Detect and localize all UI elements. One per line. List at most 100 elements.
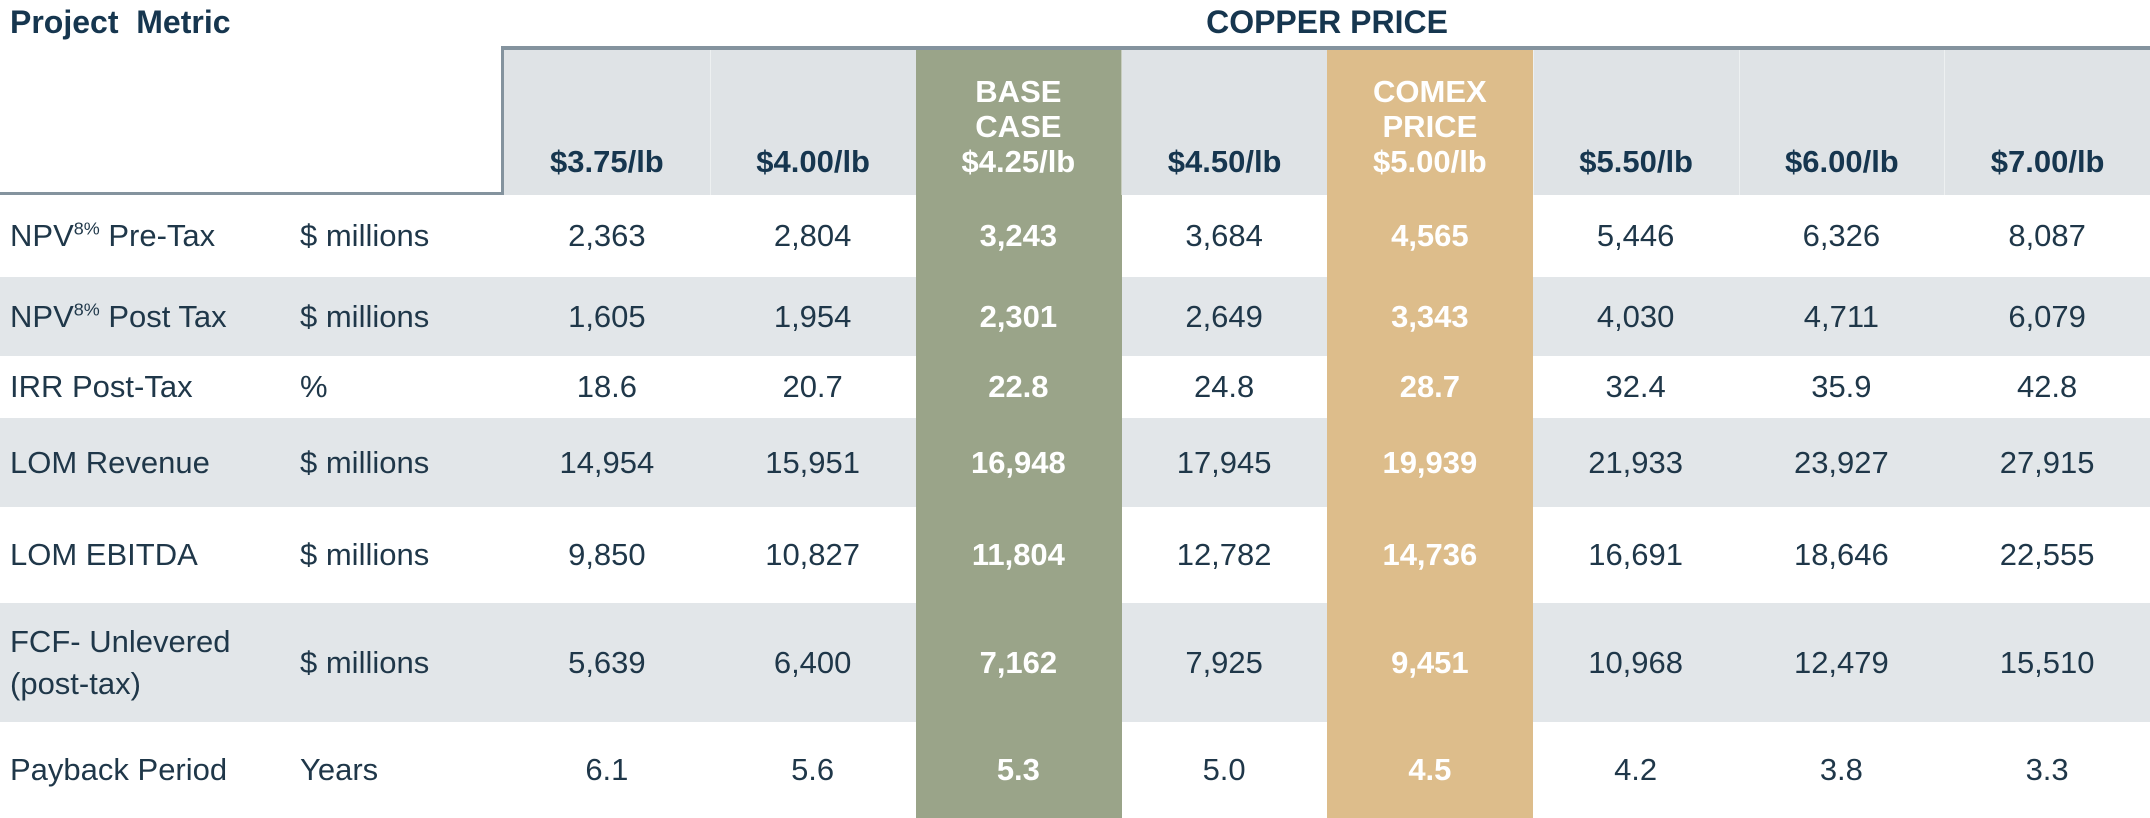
column-header-price: $4.25/lb [961, 144, 1076, 179]
unit-label: $ millions [300, 298, 430, 334]
column-header-price: $5.00/lb [1373, 144, 1487, 179]
value-cell: 5,639 [568, 644, 646, 680]
value-cell: 15,510 [1999, 644, 2095, 680]
metric-label: NPV8% Pre-Tax [0, 215, 295, 257]
column-header-tag: COMEX PRICE [1373, 74, 1487, 144]
value-cell: 5,446 [1596, 218, 1675, 253]
value-cell: 11,804 [971, 537, 1065, 572]
value-cell: 3,684 [1185, 218, 1263, 253]
column-header: $4.50/lb [1121, 50, 1327, 195]
unit-label: % [300, 369, 328, 404]
metric-label: LOM EBITDA [0, 534, 295, 576]
value-cell: 16,691 [1588, 537, 1684, 572]
value-cell: 1,954 [773, 298, 852, 334]
value-cell: 28.7 [1399, 369, 1461, 404]
value-cell: 15,951 [765, 444, 861, 480]
value-cell: 6,079 [2008, 298, 2086, 334]
metric-label: IRR Post-Tax [0, 366, 295, 408]
value-cell: 4,565 [1391, 218, 1469, 253]
metric-label: FCF- Unlevered (post-tax) [0, 621, 295, 705]
column-header: $3.75/lb [504, 50, 710, 195]
value-cell: 5.0 [1202, 752, 1246, 787]
table-row: LOM EBITDA $ millions 9,850 10,827 11,804 12,… [0, 507, 2150, 603]
value-cell: 12,479 [1793, 644, 1889, 680]
column-header: $7.00/lb [1944, 50, 2150, 195]
metric-label: Payback Period [0, 749, 295, 791]
value-cell: 16,948 [970, 444, 1066, 480]
value-cell: 5.6 [791, 752, 835, 787]
value-cell: 2,363 [568, 218, 646, 253]
column-header-price: $3.75/lb [550, 144, 664, 179]
value-cell: 1,605 [568, 298, 646, 334]
value-cell: 42.8 [2016, 369, 2078, 404]
value-cell: 14,736 [1382, 537, 1478, 572]
metric-superscript: 8% [73, 299, 100, 320]
unit-label: Years [300, 752, 379, 787]
value-cell: 9,850 [568, 537, 646, 572]
table-row: NPV8% Post Tax $ millions 1,605 1,954 2,301 2… [0, 277, 2150, 356]
value-cell: 3,343 [1391, 298, 1469, 334]
header-top-border [504, 46, 2150, 50]
value-cell: 32.4 [1605, 369, 1666, 404]
value-cell: 18,646 [1793, 537, 1889, 572]
metric-text: NPV [10, 298, 74, 334]
metric-superscript: 8% [73, 218, 100, 239]
value-cell: 10,827 [765, 537, 861, 572]
table-row: NPV8% Pre-Tax $ millions 2,363 2,804 3,243 3,… [0, 195, 2150, 277]
column-header-price: $4.50/lb [1167, 144, 1282, 179]
value-cell: 3,243 [979, 218, 1058, 253]
unit-label: $ millions [300, 644, 430, 680]
column-header: BASE CASE $4.25/lb [916, 50, 1122, 195]
value-cell: 27,915 [1999, 444, 2095, 480]
value-cell: 4,711 [1803, 298, 1880, 334]
metric-text: NPV [10, 218, 74, 253]
copper-price-title: COPPER PRICE [1206, 4, 1448, 40]
column-header-price: $5.50/lb [1579, 144, 1693, 179]
metric-text: LOM EBITDA [10, 537, 198, 572]
metric-text: FCF- Unlevered (post-tax) [10, 623, 231, 701]
value-cell: 10,968 [1588, 644, 1684, 680]
metric-text: Post Tax [99, 298, 227, 334]
value-cell: 18.6 [576, 369, 638, 404]
value-cell: 24.8 [1193, 369, 1255, 404]
metric-text: LOM Revenue [10, 444, 210, 480]
value-cell: 20.7 [782, 369, 843, 404]
metric-text: Payback Period [10, 752, 228, 787]
metric-text: Pre-Tax [99, 218, 216, 253]
column-header-tag: BASE CASE [975, 74, 1062, 144]
column-header: COMEX PRICE $5.00/lb [1327, 50, 1533, 195]
step-border-horizontal [0, 192, 504, 195]
value-cell: 23,927 [1793, 444, 1889, 480]
value-cell: 7,925 [1185, 644, 1263, 680]
table-row: IRR Post-Tax% 18.6 20.7 22.8 24.8 28.7 32.4 35.… [0, 356, 2150, 418]
value-cell: 6,400 [773, 644, 852, 680]
column-header-price: $4.00/lb [756, 144, 870, 179]
base-case-column-band [916, 50, 1122, 818]
value-cell: 22,555 [1999, 537, 2095, 572]
step-border-vertical [501, 46, 504, 195]
unit-label: $ millions [300, 444, 430, 480]
value-cell: 9,451 [1391, 644, 1469, 680]
column-header: $4.00/lb [709, 50, 916, 195]
value-cell: 2,301 [979, 298, 1058, 334]
column-header: $5.50/lb [1532, 50, 1739, 195]
column-header-price: $7.00/lb [1990, 144, 2105, 179]
value-cell: 5.3 [996, 752, 1040, 787]
metric-label: NPV8% Post Tax [0, 296, 295, 338]
value-cell: 3.8 [1819, 752, 1863, 787]
value-cell: 2,804 [773, 218, 852, 253]
value-cell: 19,939 [1382, 444, 1478, 480]
unit-label: $ millions [300, 218, 430, 253]
value-cell: 17,945 [1176, 444, 1272, 480]
unit-label: $ millions [300, 537, 430, 572]
value-cell: 21,933 [1588, 444, 1684, 480]
value-cell: 12,782 [1176, 537, 1272, 572]
table-row: FCF- Unlevered (post-tax) $ millions 5,639… [0, 603, 2150, 722]
value-cell: 3.3 [2025, 752, 2069, 787]
value-cell: 14,954 [559, 444, 655, 480]
project-metric-title: Project Metric [10, 4, 231, 40]
comex-price-column-band [1327, 50, 1533, 818]
value-cell: 4.5 [1408, 752, 1452, 787]
value-cell: 4.2 [1614, 752, 1658, 787]
